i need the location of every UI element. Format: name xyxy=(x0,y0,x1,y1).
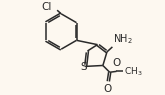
Text: CH$_3$: CH$_3$ xyxy=(124,65,142,78)
Text: O: O xyxy=(113,58,121,68)
Text: Cl: Cl xyxy=(42,2,52,12)
Text: S: S xyxy=(80,62,87,72)
Text: O: O xyxy=(104,84,112,94)
Text: NH$_2$: NH$_2$ xyxy=(113,33,133,46)
